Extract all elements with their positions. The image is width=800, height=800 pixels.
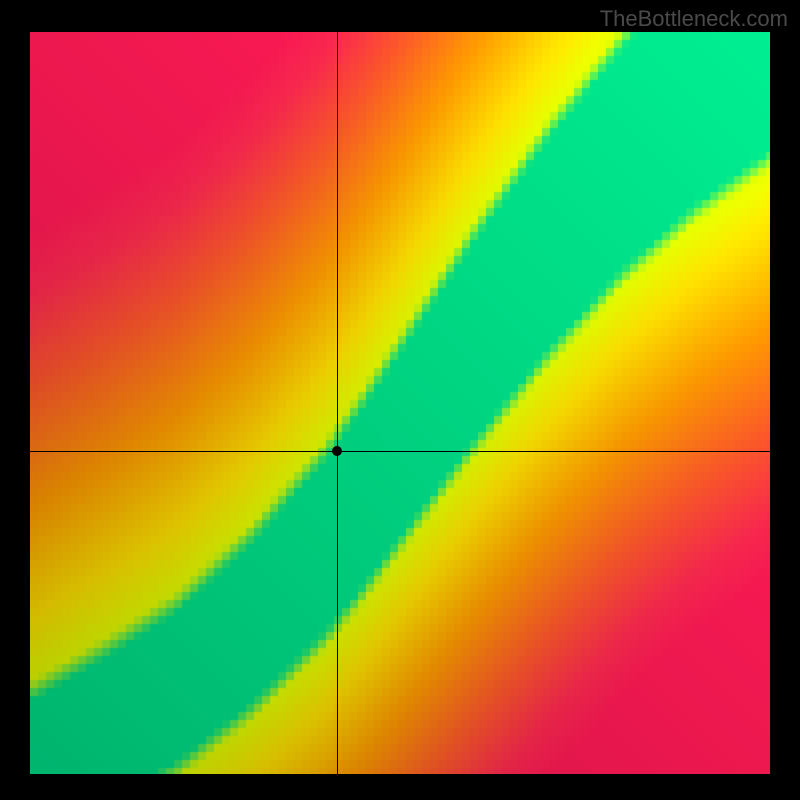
heatmap-canvas [30, 32, 770, 774]
watermark: TheBottleneck.com [600, 6, 788, 32]
heatmap-plot [30, 32, 770, 774]
crosshair-horizontal [30, 451, 770, 452]
crosshair-marker [332, 446, 342, 456]
crosshair-vertical [337, 32, 338, 774]
